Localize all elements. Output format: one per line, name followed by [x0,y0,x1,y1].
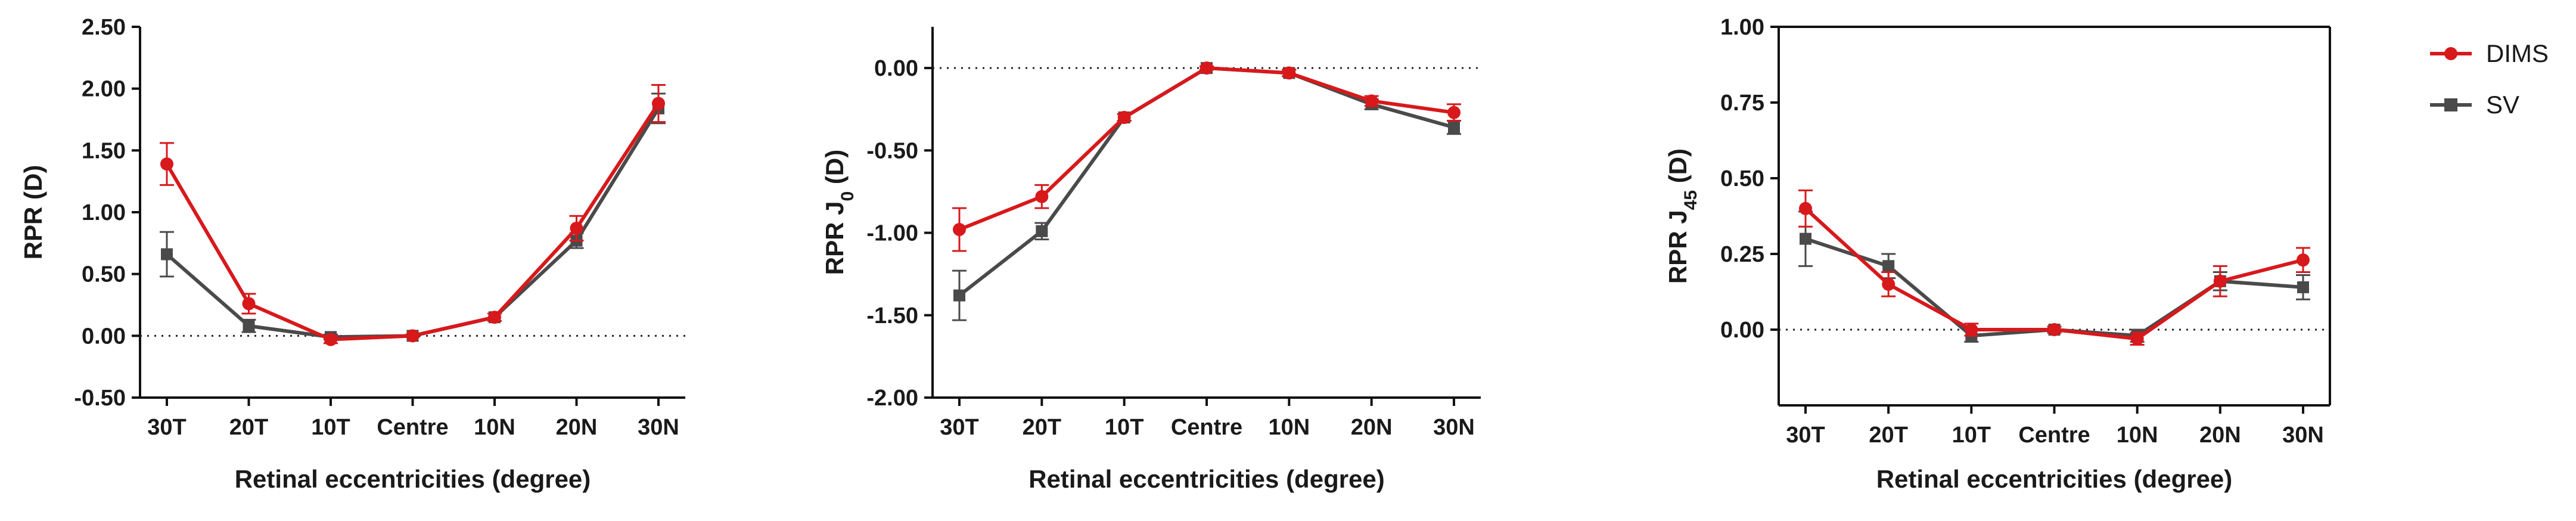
y-tick-label: -1.00 [866,221,918,246]
legend-label-sv: SV [2486,91,2519,119]
x-tick-label: 20T [1869,423,1907,448]
y-tick-label: 1.50 [82,138,126,163]
x-tick-label: 10N [474,415,515,440]
y-tick-label: 2.50 [82,15,126,40]
x-tick-label: 10T [1952,423,1991,448]
y-axis-title: RPR J0 (D) [821,150,857,275]
legend-marker-sv [2444,98,2457,111]
panel-rpr-j0: 0.00 -0.50 -1.00 -1.50 -2.00 30T 20T 10T Centre 1… [821,27,1481,493]
panel-rpr-j45: 1.00 0.75 0.50 0.25 0.00 30T 20T 10T Centre 10N 20… [1664,15,2331,493]
point-sv [243,320,255,332]
series-line-dims [165,102,660,342]
point-sv [953,289,965,302]
x-tick-label: 30T [1786,423,1825,448]
y-tick-label: 0.75 [1720,91,1764,116]
y-tick-label: 1.00 [1720,15,1764,40]
point-dims [570,221,583,235]
x-tick-label: 20T [229,415,268,440]
legend-label-dims: DIMS [2486,39,2549,67]
point-sv [1882,260,1895,272]
x-tick-label: Centre [377,415,448,440]
y-tick-label: -0.50 [866,138,918,163]
x-axis-title: Retinal eccentricities (degree) [1028,465,1385,493]
point-dims [1447,106,1461,119]
x-tick-label: 20T [1023,415,1061,440]
panel-rpr: 2.50 2.00 1.50 1.00 0.50 0.00 -0.50 30T 20T 10T Ce… [19,15,685,493]
y-tick-label: 1.00 [82,200,126,225]
legend-marker-dims [2444,47,2457,60]
y-tick-label: 0.00 [874,56,918,81]
point-sv [1036,225,1048,237]
x-tick-label: 30N [638,415,679,440]
point-dims [1965,323,1978,336]
point-dims [406,329,420,343]
y-tick-label: 0.00 [1720,318,1764,343]
point-dims [1035,190,1049,203]
x-tick-label: 30N [2282,423,2324,448]
y-tick-label: -1.50 [866,303,918,328]
x-tick-label: Centre [1171,415,1242,440]
y-tick-label: -2.00 [866,386,918,411]
series-line-dims [1804,207,2304,341]
x-tick-label: 20N [2199,423,2241,448]
point-dims [2297,253,2310,267]
y-tick-label: 2.00 [82,77,126,102]
x-tick-label: 30N [1433,415,1475,440]
point-dims [1365,94,1378,108]
series-line-sv [1805,237,2304,338]
point-dims [953,223,966,237]
point-dims [160,157,173,171]
x-tick-label: 10T [311,415,350,440]
x-tick-label: 30T [147,415,186,440]
point-dims [324,333,337,346]
point-sv [1448,121,1460,134]
x-tick-label: 10N [2117,423,2158,448]
point-dims [1282,66,1296,80]
point-dims [2047,323,2061,336]
legend-item-sv: SV [2430,91,2519,119]
y-tick-label: 0.50 [82,262,126,287]
point-dims [652,97,665,110]
point-sv [1800,232,1811,245]
y-axis-title: RPR (D) [19,165,47,260]
x-tick-label: 10T [1105,415,1143,440]
y-tick-label: 0.25 [1720,242,1764,267]
point-dims [242,297,256,311]
x-tick-label: 10N [1268,415,1310,440]
y-tick-label: 0.50 [1720,166,1764,191]
point-dims [2213,274,2227,288]
point-dims [1882,277,1896,291]
point-dims [1799,201,1812,215]
point-sv [161,248,173,260]
legend-item-dims: DIMS [2430,39,2549,67]
point-dims [2130,332,2144,346]
x-tick-label: Centre [2018,423,2090,448]
series-line-sv [166,107,660,339]
x-tick-label: 20N [1351,415,1393,440]
x-tick-label: 30T [940,415,978,440]
point-dims [1200,61,1213,75]
point-dims [1117,111,1131,125]
legend: DIMS SV [2430,39,2549,119]
series-line-dims [958,66,1455,231]
x-tick-label: 20N [556,415,598,440]
y-axis-title: RPR J45 (D) [1664,148,1701,284]
x-axis-title: Retinal eccentricities (degree) [1876,465,2233,493]
y-tick-label: 0.00 [82,324,126,349]
y-tick-label: -0.50 [74,386,126,411]
point-dims [488,311,501,324]
point-sv [2297,281,2309,293]
x-axis-title: Retinal eccentricities (degree) [235,465,591,493]
